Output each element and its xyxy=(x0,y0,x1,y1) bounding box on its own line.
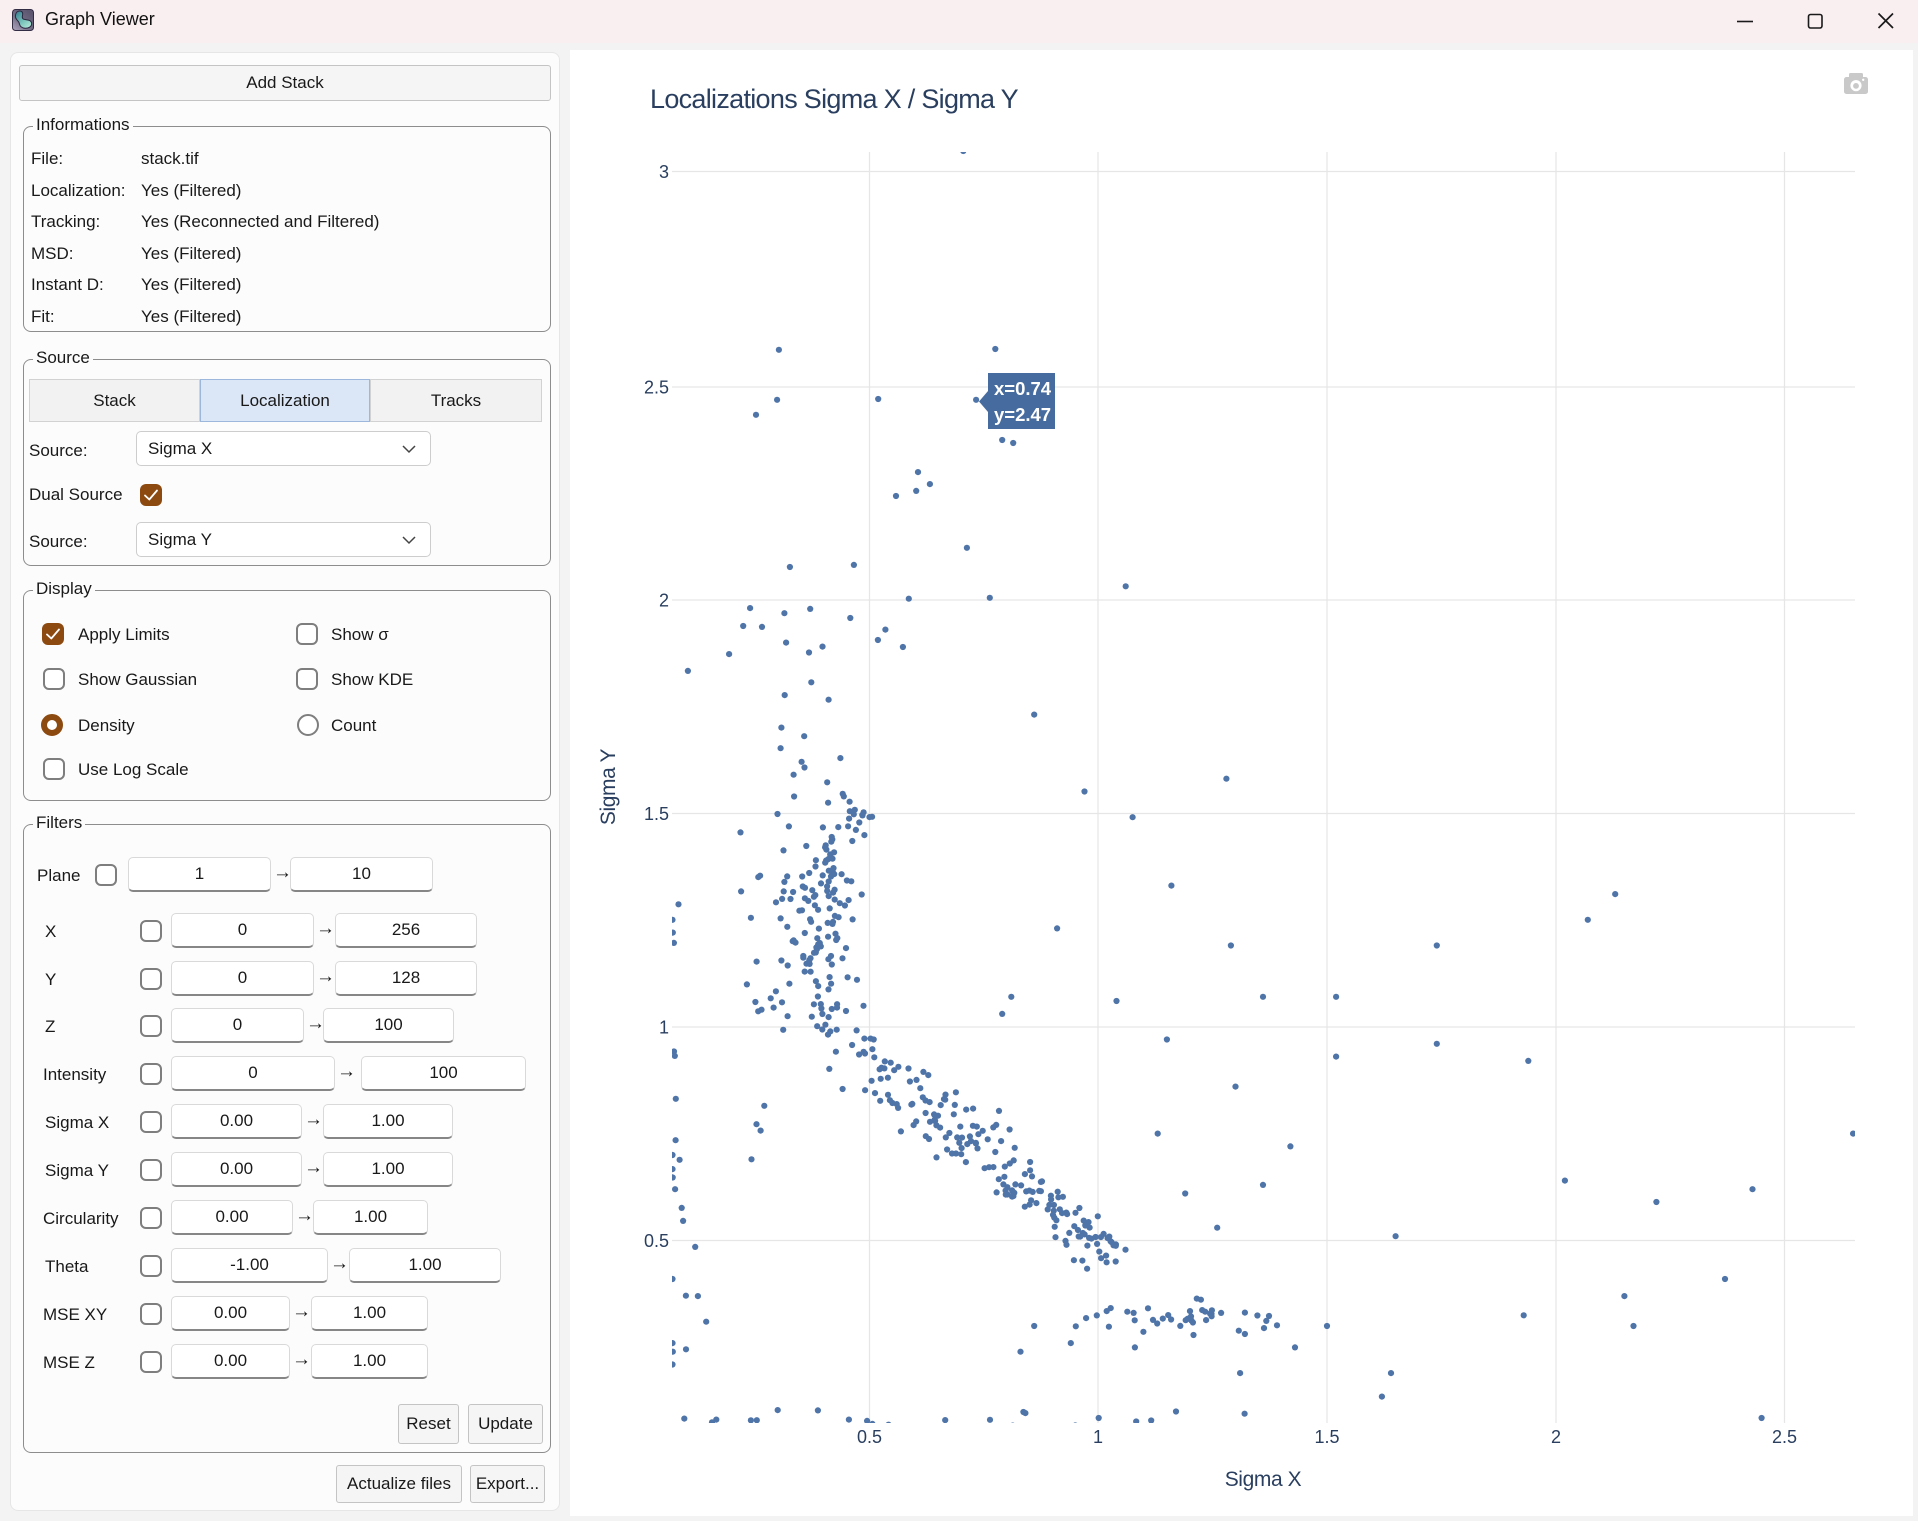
svg-text:2.5: 2.5 xyxy=(644,378,669,398)
svg-text:3: 3 xyxy=(659,162,669,182)
svg-text:1.5: 1.5 xyxy=(1314,1427,1339,1447)
svg-text:Sigma X: Sigma X xyxy=(1225,1468,1302,1491)
svg-text:y=2.47: y=2.47 xyxy=(994,404,1051,425)
svg-text:1: 1 xyxy=(1093,1427,1103,1447)
svg-text:2: 2 xyxy=(659,591,669,611)
svg-text:0.5: 0.5 xyxy=(857,1427,882,1447)
svg-text:Localizations Sigma X / Sigma: Localizations Sigma X / Sigma Y xyxy=(650,84,1019,114)
svg-text:0.5: 0.5 xyxy=(644,1231,669,1251)
svg-text:2: 2 xyxy=(1551,1427,1561,1447)
svg-text:1.5: 1.5 xyxy=(644,804,669,824)
svg-text:1: 1 xyxy=(659,1018,669,1038)
svg-text:x=0.74: x=0.74 xyxy=(994,378,1052,399)
svg-text:Sigma Y: Sigma Y xyxy=(597,749,620,826)
svg-text:2.5: 2.5 xyxy=(1772,1427,1797,1447)
